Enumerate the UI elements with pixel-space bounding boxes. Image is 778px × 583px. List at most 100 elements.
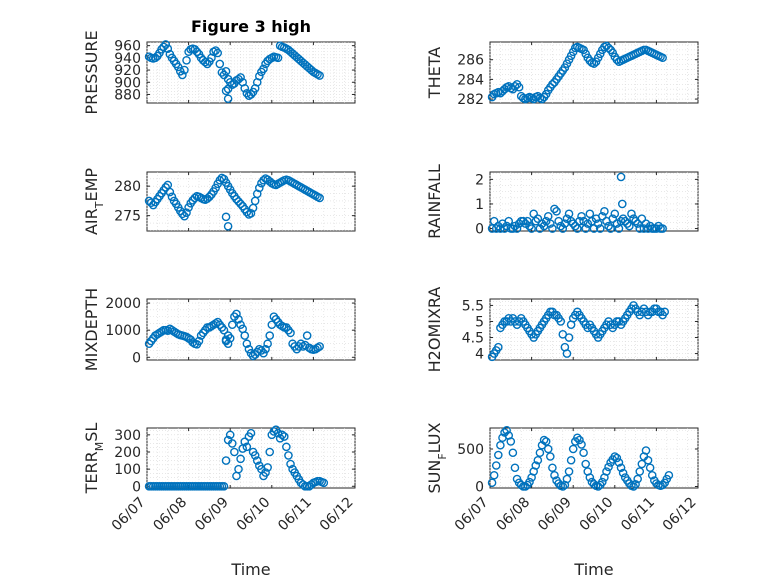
data-point: [618, 468, 628, 478]
data-point: [319, 478, 329, 488]
data-point: [159, 42, 168, 52]
y-axis-label-subscript: M: [93, 442, 106, 452]
data-point: [213, 48, 223, 58]
data-point: [146, 198, 156, 207]
data-point: [232, 194, 241, 204]
y-tick-label: 500: [457, 442, 484, 458]
y-tick-label: 2: [475, 172, 484, 188]
data-point: [525, 221, 534, 231]
y-tick-label: 940: [114, 51, 141, 67]
data-point: [645, 463, 655, 473]
data-point: [550, 470, 559, 480]
data-point: [579, 448, 588, 458]
data-point: [608, 214, 618, 224]
data-point: [246, 428, 256, 438]
data-point: [589, 479, 599, 489]
data-point: [273, 53, 283, 63]
data-point: [489, 216, 499, 226]
data-point: [240, 331, 250, 340]
data-point: [230, 447, 239, 457]
data-point: [205, 192, 214, 202]
data-point: [564, 209, 574, 219]
data-point: [575, 435, 584, 445]
y-tick-label: 0: [132, 350, 141, 366]
chart-title: Figure 3 high: [191, 17, 311, 36]
data-point: [246, 208, 256, 218]
data-point: [227, 320, 237, 330]
data-point: [620, 216, 630, 226]
y-tick-label: 275: [114, 209, 141, 225]
y-axis-label: PRESSURE: [82, 30, 101, 114]
data-point: [211, 183, 220, 193]
data-point: [265, 331, 275, 340]
data-point: [643, 224, 653, 233]
data-point: [610, 452, 620, 461]
data-point: [494, 342, 503, 352]
data-point: [514, 82, 524, 92]
data-point: [537, 219, 547, 228]
data-point: [510, 221, 520, 231]
data-point: [602, 467, 611, 476]
data-point: [573, 433, 582, 443]
data-point: [265, 447, 275, 457]
data-point: [491, 224, 501, 233]
data-point: [612, 219, 622, 228]
data-point: [284, 451, 293, 460]
data-point: [512, 224, 522, 233]
data-point: [506, 437, 516, 446]
data-point: [604, 221, 613, 231]
data-point: [315, 342, 324, 351]
y-axis-label-rest: EMP: [82, 168, 101, 202]
data-point: [548, 80, 557, 89]
data-point: [277, 321, 287, 331]
data-point: [589, 59, 599, 68]
data-point: [562, 349, 572, 358]
data-point: [664, 470, 674, 480]
y-tick-label: 4: [475, 347, 484, 363]
y-tick-label: 1: [475, 197, 484, 213]
data-point: [151, 53, 160, 63]
y-axis-label-main: MIXDEPTH: [82, 288, 101, 371]
data-point: [558, 482, 568, 491]
y-tick-label: 2000: [105, 296, 141, 312]
data-point: [255, 71, 264, 81]
data-point: [556, 317, 566, 326]
data-point: [598, 211, 607, 221]
data-point: [489, 470, 499, 480]
data-point: [556, 221, 566, 231]
data-point: [616, 463, 626, 473]
data-point: [273, 428, 283, 438]
data-point: [521, 219, 530, 228]
data-point: [282, 442, 291, 452]
data-point: [562, 474, 572, 484]
y-tick-label: 100: [114, 462, 141, 478]
y-tick-label: 4.5: [462, 331, 484, 347]
data-point: [637, 214, 647, 224]
data-point: [279, 432, 289, 441]
data-point: [577, 211, 586, 221]
data-point: [277, 430, 287, 440]
y-axis-label-rest: SL: [82, 423, 101, 442]
data-point: [604, 462, 613, 472]
data-point: [660, 307, 670, 317]
data-point: [223, 94, 233, 104]
data-point: [618, 214, 628, 224]
x-axis-label: Time: [573, 560, 613, 579]
data-point: [252, 456, 262, 465]
data-point: [525, 477, 534, 487]
data-point: [500, 224, 509, 233]
y-axis-label: TERRMSL: [82, 423, 106, 495]
data-point: [568, 444, 578, 454]
data-point: [633, 219, 642, 228]
data-point: [641, 446, 651, 455]
data-point: [635, 224, 645, 233]
data-point: [531, 461, 541, 470]
data-point: [600, 207, 609, 216]
data-point: [315, 193, 324, 203]
data-point: [581, 459, 590, 469]
data-point: [510, 463, 520, 473]
data-point: [242, 207, 252, 217]
y-tick-label: 0: [475, 480, 484, 496]
